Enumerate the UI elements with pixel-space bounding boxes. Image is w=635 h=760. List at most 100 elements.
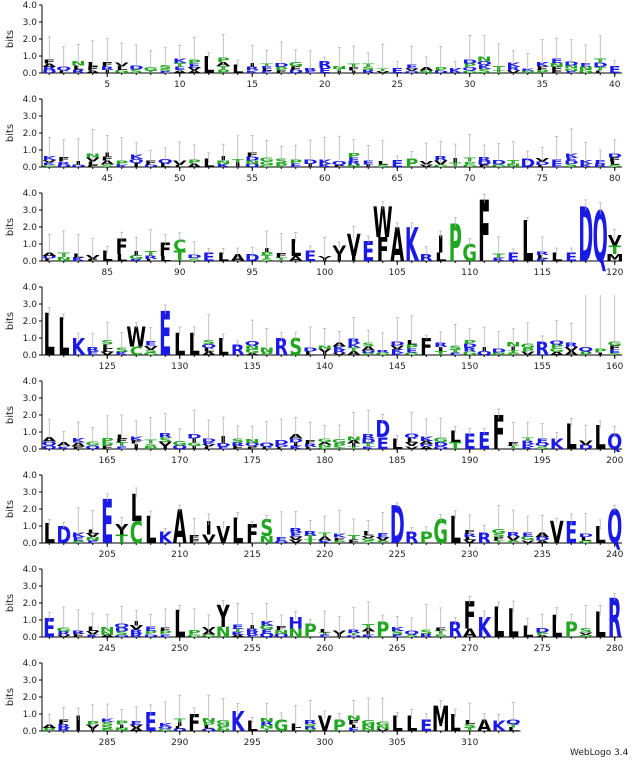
residue-glyph: A [289,433,304,440]
residue-glyph: L [174,603,185,646]
logo-column: FPD [274,41,289,74]
residue-glyph: E [609,65,621,75]
y-tick-label: 2.0 [23,505,38,515]
residue-glyph: G [201,634,216,638]
residue-glyph: N [216,624,231,641]
logo-column: NK [520,53,536,74]
logo-column: VLRF [463,514,477,544]
x-tick-label: 305 [389,738,406,748]
residue-glyph: G [143,352,158,356]
logo-column: FQN [245,425,260,450]
logo-column: GKVK [42,136,58,168]
residue-glyph: R [318,60,332,70]
logo-column: E [362,235,374,268]
y-tick-label: 1.0 [23,428,38,438]
residue-glyph: V [86,255,101,261]
x-tick-label: 255 [244,644,261,654]
logo-column: AFL [86,40,100,74]
logo-column: DRF [56,139,71,168]
residue-glyph: T [261,728,273,732]
y-tick-label: 4.0 [23,1,38,11]
y-tick-label: 3.0 [23,394,38,404]
residue-glyph: K [260,620,275,627]
logo-column: E [203,248,215,264]
residue-glyph: R [332,349,346,354]
y-tick-label: 4.0 [23,283,38,293]
logo-column: AVEP [187,37,201,74]
x-tick-label: 240 [606,550,623,560]
logo-column: FF [188,518,200,544]
residue-glyph: R [477,530,491,547]
residue-glyph: P [101,728,114,732]
residue-glyph: A [202,351,217,356]
y-tick-label: 3.0 [23,488,38,498]
residue-glyph: K [564,153,579,159]
residue-glyph: R [347,338,362,345]
residue-glyph: T [449,441,462,451]
logo-column: ETS [449,324,462,356]
logo-column: ENVL [85,510,101,544]
residue-glyph: V [86,533,101,539]
y-tick-label: 1.0 [23,240,38,250]
logo-column: EP [289,144,303,168]
residue-glyph: K [129,436,144,442]
logo-column: IV [318,236,332,262]
residue-glyph: V [173,160,188,167]
y-tick-label: 0.0 [23,539,38,549]
logo-column: CW [126,320,146,358]
residue-glyph: A [173,70,187,74]
logo-column: K [550,432,564,452]
logo-column: F [493,407,505,461]
y-tick-label: 0.0 [23,727,38,737]
residue-glyph: L [102,248,113,265]
residue-glyph: K [535,62,550,69]
logo-column: SQ [404,617,419,638]
logo-column: ALQS [201,314,217,356]
logo-column: ER [318,56,332,75]
residue-glyph: V [158,441,173,447]
logo-column: L [595,420,607,457]
residue-glyph: V [318,712,332,737]
residue-glyph: V [115,62,130,68]
residue-glyph: I [205,518,212,539]
residue-glyph: L [406,438,418,445]
residue-glyph: K [71,257,86,263]
residue-glyph: F [116,235,128,260]
logo-column: MTV [606,229,624,264]
x-tick-label: 5 [104,80,110,90]
logo-column: ERRI [245,613,259,638]
residue-glyph: L [160,163,171,169]
residue-glyph: V [289,536,304,541]
residue-glyph: V [202,532,216,546]
logo-column: TY [114,516,129,546]
logo-column: TG [143,50,158,74]
logo-column: NS [259,515,274,546]
residue-glyph: E [261,70,273,74]
residue-glyph: T [304,539,316,544]
residue-glyph: L [232,62,244,76]
logo-column: FW [373,198,393,270]
logo-column: VNG [375,697,390,732]
logo-column: P [376,614,389,642]
residue-glyph: L [464,719,476,725]
residue-glyph: L [537,164,548,168]
logo-column: L [508,600,519,647]
residue-glyph: K [158,723,173,728]
residue-glyph: K [71,437,86,444]
residue-glyph: L [131,486,142,529]
y-axis-label: bits [5,30,16,48]
residue-glyph: I [292,442,299,448]
residue-glyph: K [42,162,57,166]
residue-glyph: C [173,236,186,255]
logo-column: Q [593,198,608,279]
x-tick-label: 90 [174,268,186,278]
x-tick-label: 160 [606,362,623,372]
x-tick-label: 145 [389,362,406,372]
residue-glyph: P [405,156,418,170]
y-tick-label: 2.0 [23,317,38,327]
logo-column: QTR [346,606,362,638]
x-tick-label: 180 [316,456,333,466]
y-axis-label: bits [5,124,16,142]
